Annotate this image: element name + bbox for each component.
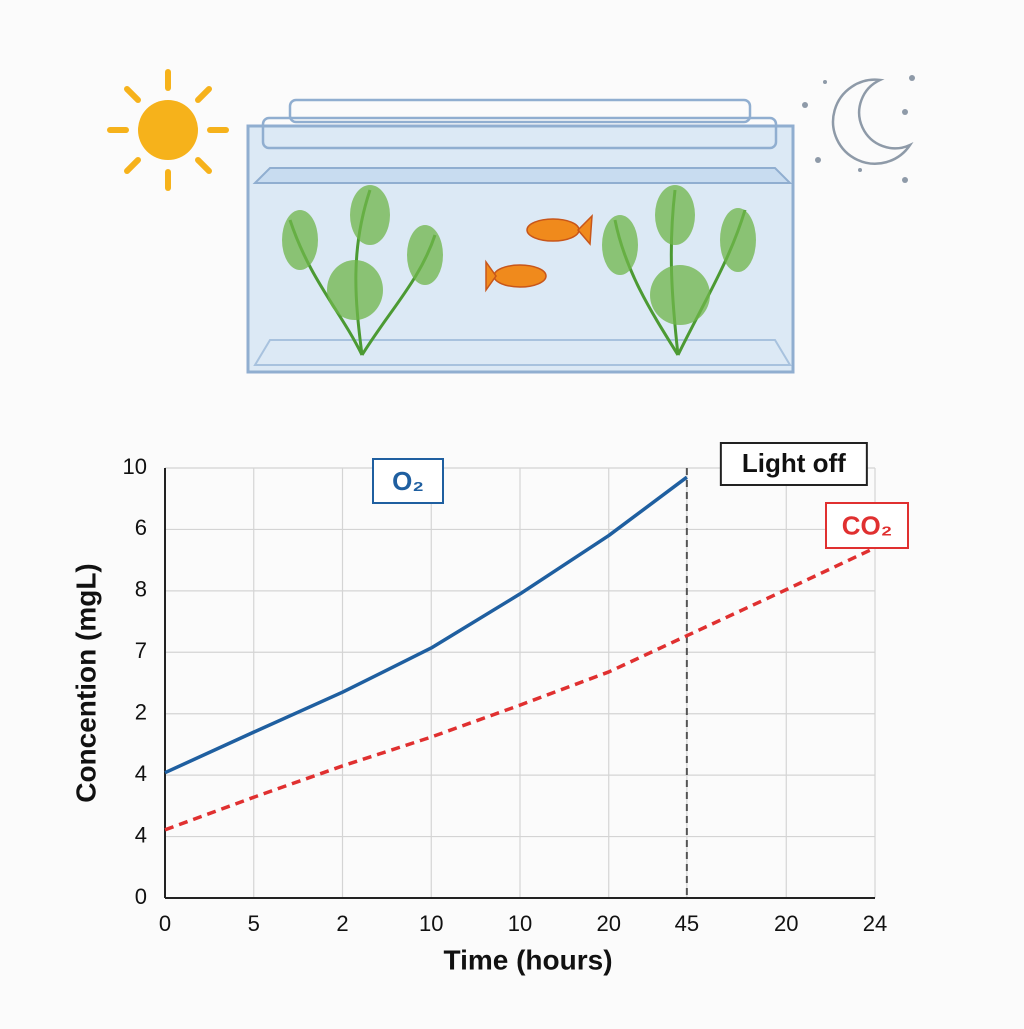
x-tick-label: 0 [159,911,171,936]
x-tick-label: 45 [675,911,699,936]
y-tick-label: 8 [135,577,147,602]
y-tick-label: 0 [135,884,147,909]
moon [802,75,915,183]
legend-box [825,502,909,549]
y-axis-title: Concention (mgL) [70,563,101,803]
annotation-box [719,442,868,486]
y-tick-label: 2 [135,700,147,725]
series-line [164,475,688,775]
x-tick-label: 24 [863,911,887,936]
x-tick-label: 20 [774,911,798,936]
x-tick-label: 5 [248,911,260,936]
legend-label: O₂ [392,466,424,496]
legend-box [372,458,444,504]
sun [107,69,229,191]
y-tick-label: 7 [135,638,147,663]
x-tick-label: 20 [597,911,621,936]
x-tick-label: 10 [419,911,443,936]
x-tick-label: 10 [508,911,532,936]
annotation: Light off [742,448,846,478]
y-tick-label: 10 [123,454,147,479]
chart: 0 4 4 2 7 8 6 10 0 5 2 10 10 20 45 20 24 Light off O₂ CO₂ [123,442,909,936]
y-tick-label: 6 [135,515,147,540]
aquarium [246,98,795,374]
x-axis-title: Time (hours) [443,944,612,975]
y-tick-label: 4 [135,761,147,786]
legend-label: CO₂ [842,510,893,540]
x-tick-label: 2 [336,911,348,936]
y-tick-label: 4 [135,822,147,847]
series-line [164,546,876,832]
